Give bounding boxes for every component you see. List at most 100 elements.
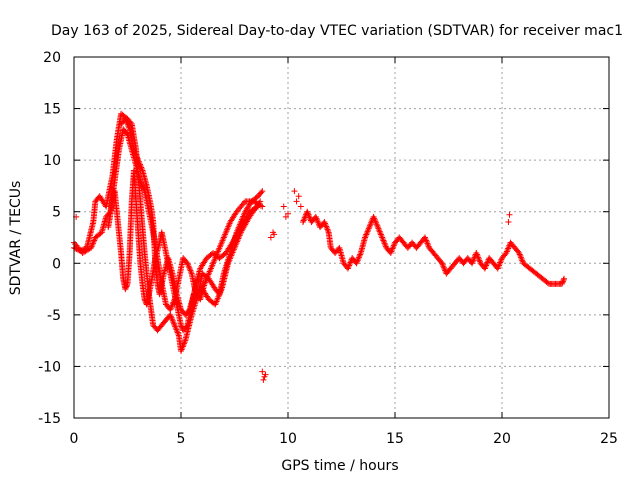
data-point <box>473 249 480 256</box>
data-point <box>424 240 431 247</box>
data-point <box>370 213 377 220</box>
data-point <box>373 219 380 226</box>
data-point <box>167 313 174 320</box>
data-point <box>423 238 430 245</box>
data-point <box>185 261 192 268</box>
data-point <box>517 252 524 259</box>
data-point <box>484 259 491 266</box>
data-point <box>299 219 306 226</box>
data-point <box>422 235 429 242</box>
x-tick-label: 15 <box>386 431 404 447</box>
data-point <box>138 165 145 172</box>
data-point <box>495 263 502 270</box>
data-point <box>285 210 291 217</box>
data-point <box>362 233 369 240</box>
data-point <box>89 240 96 247</box>
data-point <box>374 222 381 229</box>
data-point <box>315 219 322 226</box>
data-point <box>304 210 311 217</box>
data-point <box>88 243 95 250</box>
data-point <box>314 218 321 225</box>
data-point <box>137 163 144 170</box>
data-point <box>187 267 194 274</box>
data-point <box>373 221 380 228</box>
data-point <box>380 237 387 244</box>
data-point <box>483 261 490 268</box>
data-point <box>122 117 129 124</box>
data-point <box>365 227 372 234</box>
data-point <box>355 255 362 262</box>
data-point <box>366 224 373 231</box>
data-point <box>89 241 96 248</box>
data-point <box>505 244 512 251</box>
data-point <box>495 262 502 269</box>
plot-frame <box>73 56 610 419</box>
data-point <box>379 234 386 241</box>
data-point <box>516 251 523 258</box>
data-point <box>376 228 383 235</box>
data-point <box>475 254 482 261</box>
data-point <box>132 151 139 158</box>
data-point <box>380 238 387 245</box>
data-point <box>135 158 142 165</box>
data-point <box>482 263 489 270</box>
data-point <box>325 227 332 234</box>
data-point <box>171 322 178 329</box>
data-point <box>139 183 146 190</box>
data-point <box>356 252 363 259</box>
data-point <box>139 182 146 189</box>
data-point <box>390 242 397 249</box>
data-point <box>421 234 428 241</box>
data-point <box>137 177 144 184</box>
data-point <box>374 224 381 231</box>
data-point <box>357 251 364 258</box>
data-point <box>473 251 480 258</box>
data-point <box>377 230 384 237</box>
y-tick-label: 20 <box>43 50 61 66</box>
data-point <box>364 228 371 235</box>
y-tick-label: -10 <box>38 359 61 375</box>
data-point <box>324 226 331 233</box>
data-point <box>423 237 430 244</box>
y-tick-label: 0 <box>52 256 61 272</box>
data-point <box>179 343 186 350</box>
data-point <box>301 216 308 223</box>
data-point <box>174 329 181 336</box>
data-point <box>257 198 264 205</box>
y-tick-label: 5 <box>52 205 61 221</box>
data-point <box>169 302 176 309</box>
x-tick-label: 10 <box>279 431 297 447</box>
data-point <box>181 339 188 346</box>
data-point <box>122 115 129 122</box>
data-point <box>291 188 298 195</box>
data-point <box>90 238 97 245</box>
data-point <box>321 219 328 226</box>
data-point <box>354 258 361 265</box>
data-point <box>173 326 180 333</box>
data-point <box>371 216 378 223</box>
data-point <box>516 249 523 256</box>
data-point <box>362 234 369 241</box>
data-point <box>503 249 510 256</box>
data-point <box>137 179 144 186</box>
data-point <box>560 277 567 284</box>
data-point <box>355 254 362 261</box>
data-point <box>185 307 192 314</box>
data-point <box>306 213 313 220</box>
data-point <box>474 252 481 259</box>
data-point <box>440 264 447 271</box>
data-point <box>138 180 145 187</box>
data-point <box>133 154 140 161</box>
data-point <box>353 260 360 267</box>
data-point <box>321 220 328 227</box>
data-point <box>170 320 177 327</box>
data-point <box>180 342 187 349</box>
data-point <box>300 217 307 224</box>
data-point <box>363 231 370 238</box>
data-point <box>185 263 192 270</box>
x-tick-label: 0 <box>70 431 79 447</box>
data-point <box>505 219 512 226</box>
data-point <box>365 225 372 232</box>
data-point <box>168 314 175 321</box>
data-point <box>271 231 278 238</box>
